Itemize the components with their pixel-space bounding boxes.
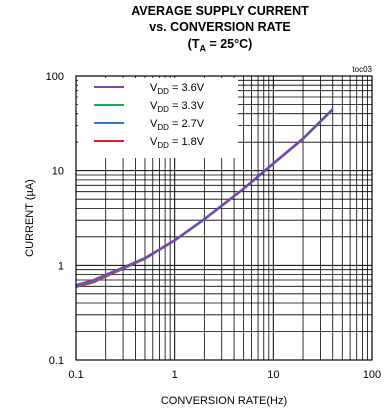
legend-label-suffix: = 3.3V: [169, 100, 205, 112]
legend-label-sub: DD: [157, 87, 169, 96]
legend-label-suffix: = 3.6V: [169, 82, 205, 94]
y-tick-labels: 0.1 1 10 100: [46, 71, 64, 367]
legend-label-sub: DD: [157, 123, 169, 132]
legend-label-sub: DD: [157, 141, 169, 150]
legend-label-suffix: = 1.8V: [169, 136, 205, 148]
x-tick-label: 10: [267, 369, 279, 381]
x-tick-labels: 0.1 1 10 100: [68, 369, 381, 381]
y-axis-label: CURRENT (µA): [24, 179, 36, 257]
y-tick-label: 100: [46, 71, 64, 83]
y-tick-label: 0.1: [49, 355, 64, 367]
x-tick-label: 0.1: [68, 369, 83, 381]
y-tick-label: 10: [52, 166, 64, 178]
y-tick-label: 1: [58, 260, 64, 272]
legend-label-suffix: = 2.7V: [169, 118, 205, 130]
x-axis-label: CONVERSION RATE(Hz): [161, 395, 287, 407]
x-tick-label: 100: [363, 369, 381, 381]
legend-label-sub: DD: [157, 105, 169, 114]
figure-tag: toc03: [352, 65, 372, 74]
x-tick-label: 1: [172, 369, 178, 381]
